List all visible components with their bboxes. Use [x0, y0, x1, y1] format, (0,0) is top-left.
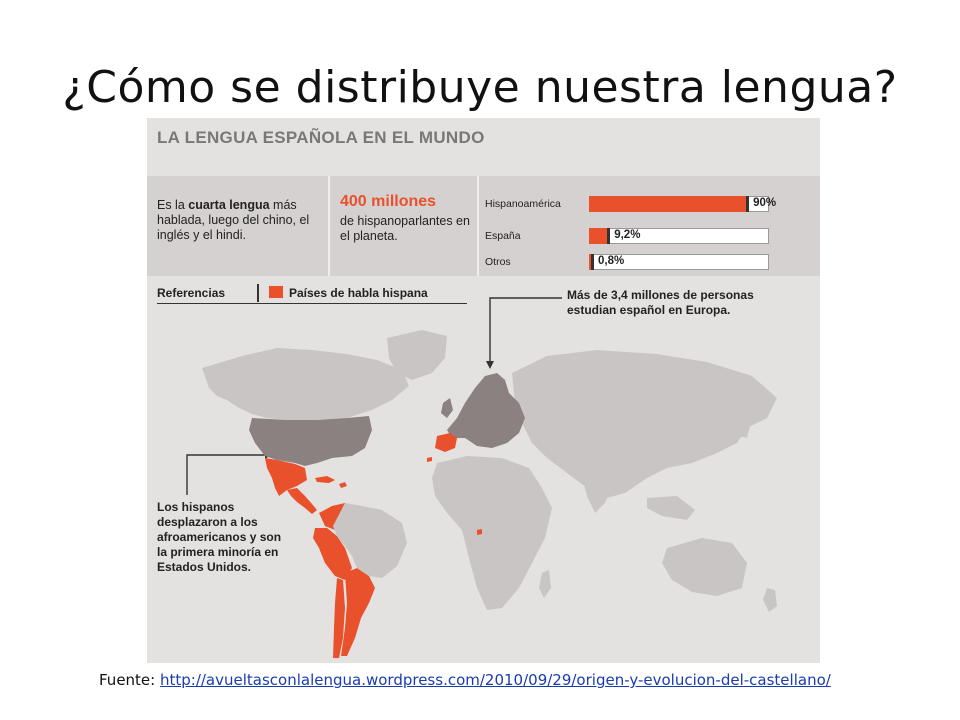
world-map	[186, 297, 777, 658]
bar-end-marker	[746, 196, 750, 212]
united-states	[249, 416, 372, 466]
bar-value: 9,2%	[614, 229, 641, 241]
madagascar	[539, 570, 551, 598]
speaker-description: de hispanoparlantes en el planeta.	[340, 214, 470, 243]
japan	[739, 413, 752, 438]
cuba	[315, 476, 335, 483]
ranking-rest: más hablada, luego del chino, el inglés …	[157, 198, 310, 242]
mexico	[265, 458, 307, 496]
india	[582, 458, 615, 513]
southeast-asia	[647, 496, 695, 520]
callout-usa: Los hispanos desplazaron a los afroameri…	[157, 500, 282, 574]
central-america	[287, 488, 317, 514]
peru-ecuador-bolivia	[313, 528, 352, 580]
europe	[447, 373, 525, 448]
australia	[662, 538, 747, 596]
divider	[328, 176, 330, 276]
canary-islands	[427, 457, 432, 462]
spain	[435, 433, 457, 452]
callout-usa-line	[186, 454, 267, 495]
bar-end-marker	[591, 254, 594, 270]
bar-value: 90%	[753, 197, 777, 209]
new-zealand	[763, 588, 777, 612]
north-america	[202, 348, 409, 420]
equatorial-guinea	[477, 529, 482, 535]
ranking-prefix: Es la	[157, 198, 189, 212]
bar-fill	[589, 228, 608, 244]
dominican-republic	[339, 482, 347, 488]
legend-item-label: Países de habla hispana	[289, 286, 428, 300]
slide-title: ¿Cómo se distribuye nuestra lengua?	[62, 62, 898, 113]
greenland	[387, 330, 447, 380]
speaker-count: 400 millones	[340, 193, 437, 210]
argentina	[341, 568, 375, 656]
united-kingdom	[441, 398, 453, 418]
bar-label: Otros	[485, 256, 511, 268]
source-link[interactable]: http://avueltasconlalengua.wordpress.com…	[159, 671, 831, 689]
bar-label: España	[485, 230, 521, 242]
callout-europe-line	[489, 297, 562, 363]
divider	[477, 176, 479, 276]
legend: Referencias Países de habla hispana	[157, 284, 467, 302]
infographic: LA LENGUA ESPAÑOLA EN EL MUNDO Es la cua…	[147, 118, 820, 663]
chile	[333, 578, 345, 658]
legend-separator	[257, 284, 259, 302]
africa	[432, 456, 552, 610]
asia	[512, 350, 777, 498]
bar-label: Hispanoamérica	[485, 198, 561, 210]
bar-end-marker	[607, 228, 611, 244]
callout-europe: Más de 3,4 millones de personas estudian…	[567, 288, 754, 317]
bar-value: 0,8%	[598, 255, 625, 267]
bar-fill	[589, 196, 747, 212]
infographic-title: LA LENGUA ESPAÑOLA EN EL MUNDO	[157, 128, 485, 147]
ranking-highlight: cuarta lengua	[188, 198, 270, 212]
ranking-text: Es la cuarta lengua más hablada, luego d…	[157, 198, 327, 243]
source-prefix: Fuente:	[99, 671, 160, 689]
legend-underline	[157, 303, 467, 304]
source-citation: Fuente: http://avueltasconlalengua.wordp…	[99, 670, 869, 691]
legend-swatch	[269, 286, 283, 298]
legend-heading: Referencias	[157, 286, 226, 300]
brazil	[333, 503, 407, 578]
bar-fill	[589, 254, 591, 270]
